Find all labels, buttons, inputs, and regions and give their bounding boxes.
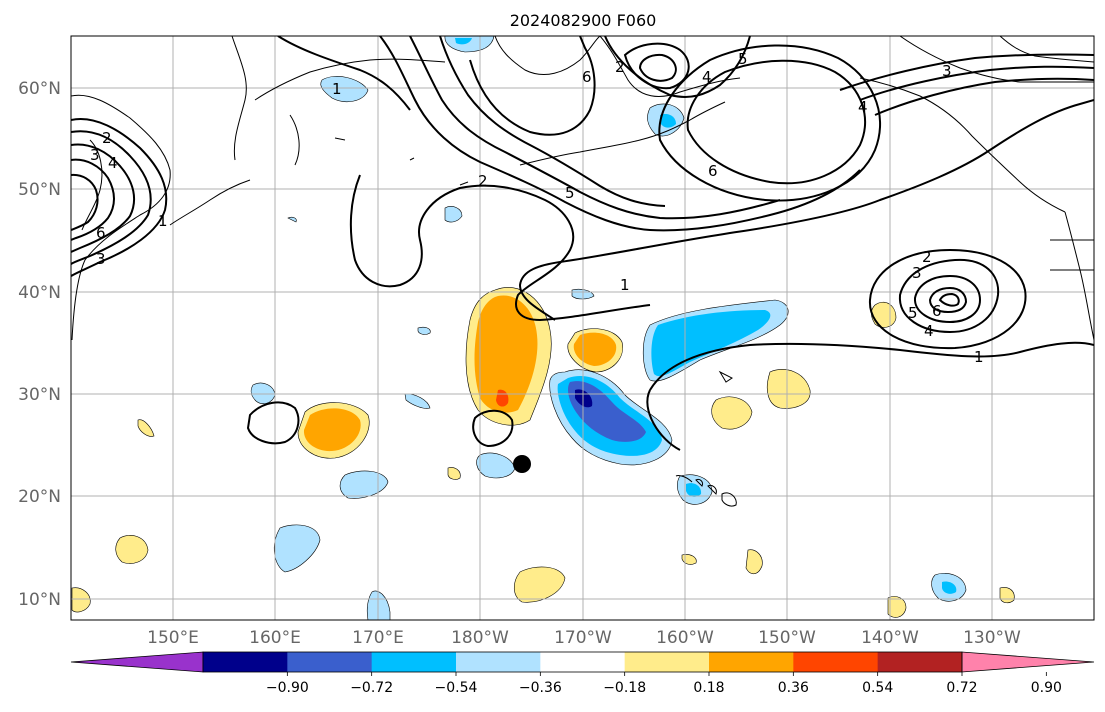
colorbar-segment [624, 652, 710, 672]
contour-label: 2 [102, 129, 112, 147]
contour-label: 4 [108, 154, 118, 172]
height-contours [71, 36, 1094, 451]
contour-label: 2 [478, 172, 488, 190]
storm-center-dot [513, 455, 531, 473]
colorbar-tick-label: 0.18 [693, 680, 724, 696]
colorbar-segment [793, 652, 879, 672]
colorbar-tick-label: −0.72 [350, 680, 393, 696]
graticule [71, 36, 1094, 620]
lon-label: 170°W [554, 628, 612, 648]
lon-label: 170°E [352, 628, 404, 648]
contour-label: 6 [932, 302, 942, 320]
lat-label: 10°N [18, 590, 61, 610]
colorbar-segment [203, 652, 288, 672]
contour-label: 1 [158, 212, 168, 230]
map-frame [70, 35, 1095, 621]
contour-label: 1 [332, 80, 342, 98]
colorbar-segment [709, 652, 794, 672]
contour-label: 2 [922, 248, 932, 266]
map-title: 2024082900 F060 [510, 11, 657, 30]
colorbar-extend-low [70, 651, 204, 673]
colorbar-frame [202, 651, 963, 673]
colorbar-segment [540, 652, 626, 672]
contour-label: 3 [96, 250, 106, 268]
contour-label: 3 [90, 146, 100, 164]
lat-label: 60°N [18, 79, 61, 99]
lat-label: 40°N [18, 283, 61, 303]
contour-label: 4 [858, 98, 868, 116]
contour-label: 5 [565, 184, 575, 202]
contour-label: 5 [908, 304, 918, 322]
colorbar-tick-label: 0.72 [946, 680, 977, 696]
longitude-labels: 150°E 160°E 170°E 180°W 170°W 160°W 150°… [147, 628, 1021, 648]
colorbar-segment [371, 652, 457, 672]
colorbar-segment [456, 652, 541, 672]
contour-label: 3 [942, 62, 952, 80]
colorbar [70, 651, 1095, 673]
colorbar-tick-label: −0.18 [603, 680, 646, 696]
colorbar-tick-label: 0.90 [1031, 680, 1062, 696]
colorbar-ticks: −0.90 −0.72 −0.54 −0.36 −0.18 0.18 0.36 0.54 0.7… [266, 672, 1062, 696]
colorbar-tick-label: 0.54 [862, 680, 893, 696]
lon-label: 160°E [249, 628, 301, 648]
colorbar-tick-label: −0.36 [519, 680, 562, 696]
lat-label: 50°N [18, 180, 61, 200]
latitude-labels: 60°N 50°N 40°N 30°N 20°N 10°N [18, 79, 61, 610]
lon-label: 150°E [147, 628, 199, 648]
colorbar-extend-high [961, 651, 1095, 673]
contour-label: 2 [615, 58, 625, 76]
contour-label: 5 [738, 50, 748, 68]
contour-label: 6 [582, 68, 592, 86]
colorbar-segment [287, 652, 373, 672]
colorbar-tick-label: 0.36 [778, 680, 809, 696]
lat-label: 30°N [18, 385, 61, 405]
contour-label: 1 [620, 276, 630, 294]
lon-label: 160°W [656, 628, 714, 648]
contour-label: 3 [912, 264, 922, 282]
colorbar-tick-label: −0.54 [435, 680, 478, 696]
contour-label: 1 [974, 348, 984, 366]
contour-label: 6 [708, 162, 718, 180]
positive-anomaly-shading [71, 287, 1015, 618]
contour-labels: 2 3 4 6 1 3 2 6 4 5 1 2 5 6 3 4 2 3 5 6 … [90, 50, 984, 366]
contour-label: 4 [924, 322, 934, 340]
lon-label: 140°W [861, 628, 919, 648]
lon-label: 150°W [758, 628, 816, 648]
colorbar-tick-label: −0.90 [266, 680, 309, 696]
colorbar-segment [877, 652, 963, 672]
contour-label: 4 [702, 68, 712, 86]
lat-label: 20°N [18, 487, 61, 507]
lon-label: 180°W [451, 628, 509, 648]
lon-label: 130°W [963, 628, 1021, 648]
contour-label: 6 [96, 224, 106, 242]
